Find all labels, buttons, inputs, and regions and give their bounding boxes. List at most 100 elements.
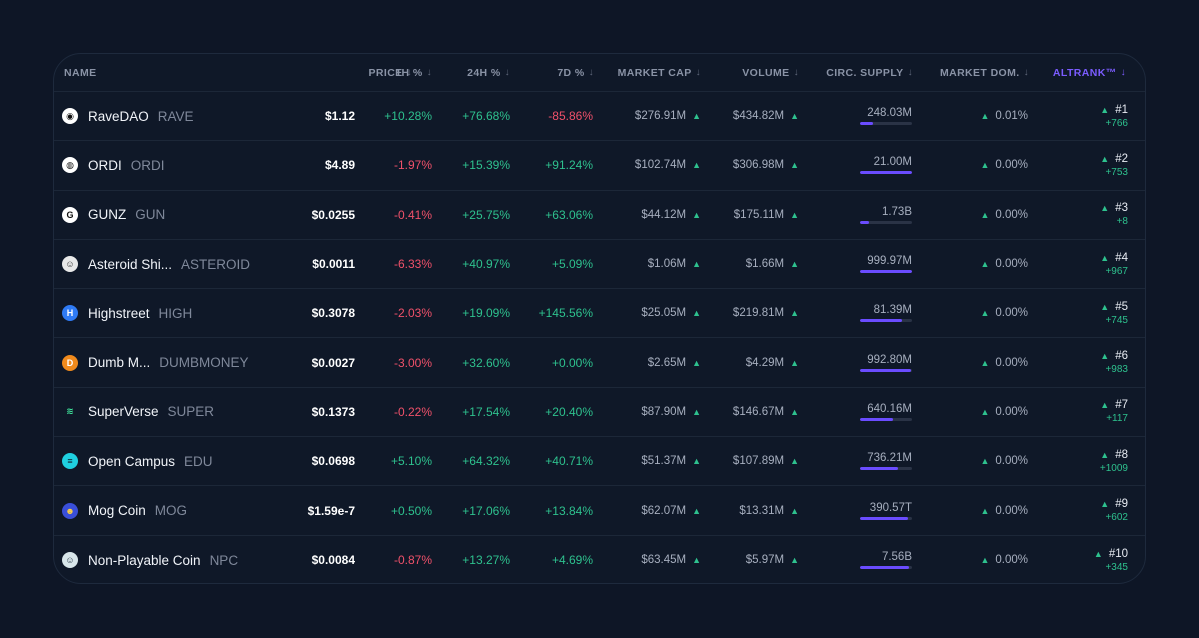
coin-cell[interactable]: D Dumb M... DUMBMONEY [62, 339, 249, 387]
sort-arrow-icon: ↓ [907, 67, 913, 78]
table-row[interactable]: ☺ Asteroid Shi... ASTEROID $0.0011 -6.33% +40… [54, 240, 1145, 290]
coin-cell[interactable]: ☺ Non-Playable Coin NPC [62, 536, 239, 583]
up-triangle-icon: ▲ [1100, 499, 1110, 510]
coin-name: GUNZ [88, 207, 127, 223]
table-row[interactable]: ≡ Open Campus EDU $0.0698 +5.10% +64.32% +40.7… [54, 437, 1145, 487]
change-24h: +13.27% [462, 553, 510, 568]
column-market-dom[interactable]: MARKET DOM. ↓ [939, 66, 1029, 79]
change-7d: +5.09% [551, 257, 593, 272]
market-dom-value: ▲ 0.00% [980, 356, 1028, 369]
up-triangle-icon: ▲ [980, 111, 990, 122]
coin-cell[interactable]: ≡ Open Campus EDU [62, 437, 213, 485]
coin-cell[interactable]: ◍ ORDI ORDI [62, 141, 165, 189]
supply-progress-bar [860, 319, 912, 323]
change-1h: +0.50% [390, 503, 432, 518]
circ-supply-value: 1.73B [804, 191, 912, 239]
coin-symbol: DUMBMONEY [159, 355, 249, 371]
market-dom-value: ▲ 0.00% [980, 159, 1028, 172]
table-row[interactable]: H Highstreet HIGH $0.3078 -2.03% +19.09% +145.… [54, 289, 1145, 339]
column-7d[interactable]: 7D % ↓ [557, 66, 594, 79]
change-24h: +32.60% [462, 355, 510, 370]
up-triangle-icon: ▲ [980, 160, 990, 171]
table-row[interactable]: ≋ SuperVerse SUPER $0.1373 -0.22% +17.54% +20.… [54, 388, 1145, 438]
market-dom-value: ▲ 0.00% [980, 405, 1028, 418]
circ-supply-value: 640.16M [804, 388, 912, 436]
coin-cell[interactable]: H Highstreet HIGH [62, 289, 192, 337]
price-value: $0.0255 [311, 207, 355, 222]
coin-name: RaveDAO [88, 108, 149, 124]
column-name[interactable]: NAME [64, 66, 97, 79]
coin-cell[interactable]: ☺ Asteroid Shi... ASTEROID [62, 240, 250, 288]
coin-symbol: NPC [209, 552, 239, 568]
ravedao-icon: ◉ [62, 108, 78, 125]
supply-progress-bar [860, 368, 912, 372]
up-triangle-icon: ▲ [1100, 104, 1110, 115]
change-1h: -0.87% [393, 553, 432, 568]
change-24h: +76.68% [462, 109, 510, 124]
circ-supply-value: 736.21M [804, 437, 912, 485]
superverse-icon: ≋ [62, 403, 78, 420]
volume-value: $306.98M ▲ [732, 159, 799, 172]
coin-cell[interactable]: ◉ RaveDAO RAVE [62, 92, 194, 140]
table-row[interactable]: ◉ RaveDAO RAVE $1.12 +10.28% +76.68% -85.86% $2… [54, 92, 1145, 142]
up-triangle-icon: ▲ [1100, 351, 1110, 362]
coin-symbol: ORDI [130, 157, 165, 173]
altrank-value: ▲ #9 +602 [1100, 498, 1128, 524]
altrank-value: ▲ #10 +345 [1093, 547, 1128, 573]
volume-value: $175.11M ▲ [733, 208, 799, 221]
column-circ-supply[interactable]: CIRC. SUPPLY ↓ [826, 66, 913, 79]
up-triangle-icon: ▲ [692, 209, 701, 220]
table-row[interactable]: ◍ ORDI ORDI $4.89 -1.97% +15.39% +91.24% $102.7… [54, 141, 1145, 191]
change-7d: +40.71% [545, 454, 593, 469]
column-volume[interactable]: VOLUME ↓ [742, 66, 799, 79]
coin-symbol: ASTEROID [181, 256, 251, 272]
up-triangle-icon: ▲ [980, 357, 990, 368]
volume-value: $146.67M ▲ [732, 405, 799, 418]
change-24h: +25.75% [462, 207, 510, 222]
up-triangle-icon: ▲ [692, 505, 701, 516]
change-7d: -85.86% [548, 109, 593, 124]
market-cap-value: $25.05M ▲ [641, 307, 701, 320]
coin-cell[interactable]: G GUNZ GUN [62, 191, 165, 239]
change-7d: +145.56% [538, 306, 593, 321]
market-dom-value: ▲ 0.00% [980, 258, 1028, 271]
up-triangle-icon: ▲ [1100, 252, 1110, 263]
sort-arrow-icon: ↓ [1023, 67, 1029, 78]
circ-supply-value: 7.56B [804, 536, 912, 583]
up-triangle-icon: ▲ [980, 555, 990, 566]
column-24h[interactable]: 24H % ↓ [467, 66, 510, 79]
table-row[interactable]: ☺ Non-Playable Coin NPC $0.0084 -0.87% +13.27… [54, 536, 1145, 583]
coin-cell[interactable]: ≋ SuperVerse SUPER [62, 388, 214, 436]
sort-arrow-icon: ↓ [426, 67, 432, 78]
up-triangle-icon: ▲ [1100, 449, 1110, 460]
change-24h: +40.97% [462, 257, 510, 272]
coin-name: Asteroid Shi... [88, 256, 173, 272]
coin-cell[interactable]: ☻ Mog Coin MOG [62, 486, 187, 534]
table-row[interactable]: G GUNZ GUN $0.0255 -0.41% +25.75% +63.06% $44.1… [54, 191, 1145, 240]
supply-progress-bar [860, 171, 912, 175]
table-row[interactable]: ☻ Mog Coin MOG $1.59e-7 +0.50% +17.06% +13.84%… [54, 486, 1145, 536]
column-price[interactable]: PRICE ↓ [368, 66, 412, 79]
column-market-cap[interactable]: MARKET CAP ↓ [617, 66, 701, 79]
up-triangle-icon: ▲ [790, 160, 799, 171]
altrank-value: ▲ #5 +745 [1100, 300, 1128, 326]
sort-arrow-icon: ↓ [695, 67, 701, 78]
market-dom-value: ▲ 0.00% [980, 208, 1028, 221]
column-1h[interactable]: 1H % ↓ [395, 66, 432, 79]
column-altrank[interactable]: ALTRANK™ ↓ [1052, 66, 1126, 79]
table-row[interactable]: D Dumb M... DUMBMONEY $0.0027 -3.00% +32.60% +… [54, 339, 1145, 388]
market-dom-value: ▲ 0.00% [980, 554, 1028, 567]
highstreet-icon: H [62, 305, 78, 322]
change-24h: +17.06% [462, 503, 510, 518]
asteroid-icon: ☺ [62, 256, 78, 273]
change-1h: -6.33% [393, 257, 432, 272]
change-1h: +10.28% [384, 109, 432, 124]
change-24h: +19.09% [462, 306, 510, 321]
change-24h: +64.32% [462, 454, 510, 469]
supply-progress-bar [860, 417, 912, 421]
coin-symbol: SUPER [167, 404, 215, 420]
gunz-icon: G [62, 206, 78, 223]
market-dom-value: ▲ 0.00% [980, 504, 1028, 517]
up-triangle-icon: ▲ [790, 357, 799, 368]
market-cap-value: $276.91M ▲ [634, 110, 701, 123]
